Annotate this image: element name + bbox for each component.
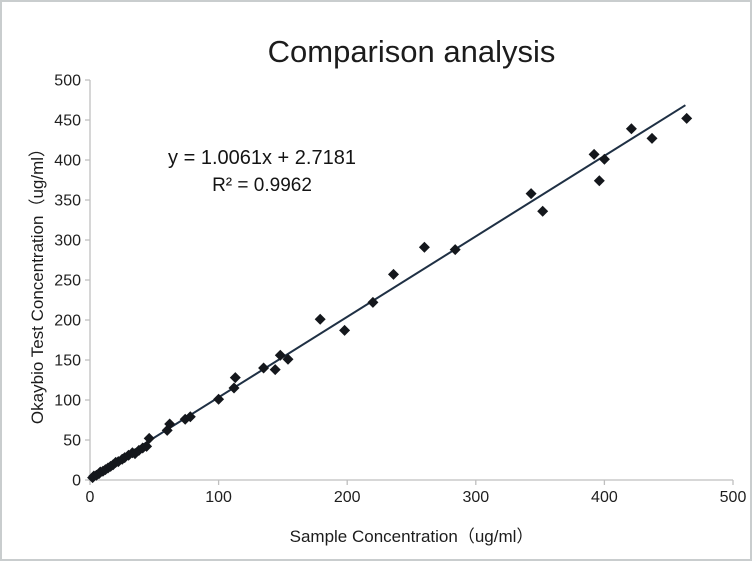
data-point xyxy=(588,148,600,160)
y-tick-label: 450 xyxy=(54,113,81,130)
y-tick-label: 50 xyxy=(63,433,81,450)
data-point xyxy=(646,132,658,144)
y-tick-label: 150 xyxy=(54,353,81,370)
trendline-equation: y = 1.0061x + 2.7181 xyxy=(168,147,356,169)
y-tick-label: 250 xyxy=(54,273,81,290)
y-tick-label: 300 xyxy=(54,233,81,250)
data-point xyxy=(228,382,240,394)
data-point xyxy=(598,153,610,165)
data-point xyxy=(593,175,605,187)
data-point xyxy=(229,372,241,384)
y-axis: 0 50 100 150 200 250 300 350 400 450 500 xyxy=(54,73,91,490)
data-point xyxy=(625,123,637,135)
data-point xyxy=(367,296,379,308)
data-point xyxy=(449,244,461,256)
y-tick-label: 350 xyxy=(54,193,81,210)
r-squared-value: R² = 0.9962 xyxy=(212,175,312,196)
x-tick-label: 100 xyxy=(205,489,232,506)
y-tick-label: 500 xyxy=(54,73,81,90)
y-tick-label: 100 xyxy=(54,393,81,410)
data-point xyxy=(269,364,281,376)
data-point xyxy=(314,313,326,325)
y-tick-label: 200 xyxy=(54,313,81,330)
y-tick-label: 0 xyxy=(72,473,81,490)
y-tick-label: 400 xyxy=(54,153,81,170)
x-axis: 0 100 200 300 400 500 xyxy=(86,479,747,506)
x-axis-title: Sample Concentration（ug/ml） xyxy=(289,527,534,546)
data-point xyxy=(681,112,693,124)
data-point xyxy=(123,449,135,461)
x-tick-label: 300 xyxy=(462,489,489,506)
x-tick-label: 200 xyxy=(334,489,361,506)
data-point xyxy=(213,393,225,405)
data-point xyxy=(184,411,196,423)
data-point xyxy=(164,418,176,430)
data-point xyxy=(525,188,537,200)
data-point xyxy=(282,353,294,365)
x-tick-label: 500 xyxy=(720,489,747,506)
x-tick-label: 0 xyxy=(86,489,95,506)
chart-title: Comparison analysis xyxy=(267,34,556,69)
trendline-annotation: y = 1.0061x + 2.7181 R² = 0.9962 xyxy=(142,144,382,199)
data-point xyxy=(274,349,286,361)
x-tick-label: 400 xyxy=(591,489,618,506)
data-point xyxy=(418,241,430,253)
scatter-points xyxy=(87,112,693,484)
data-point xyxy=(143,432,155,444)
data-point xyxy=(258,362,270,374)
data-point xyxy=(388,268,399,280)
data-point xyxy=(537,205,549,217)
data-point xyxy=(339,324,351,336)
trendline xyxy=(89,104,686,479)
